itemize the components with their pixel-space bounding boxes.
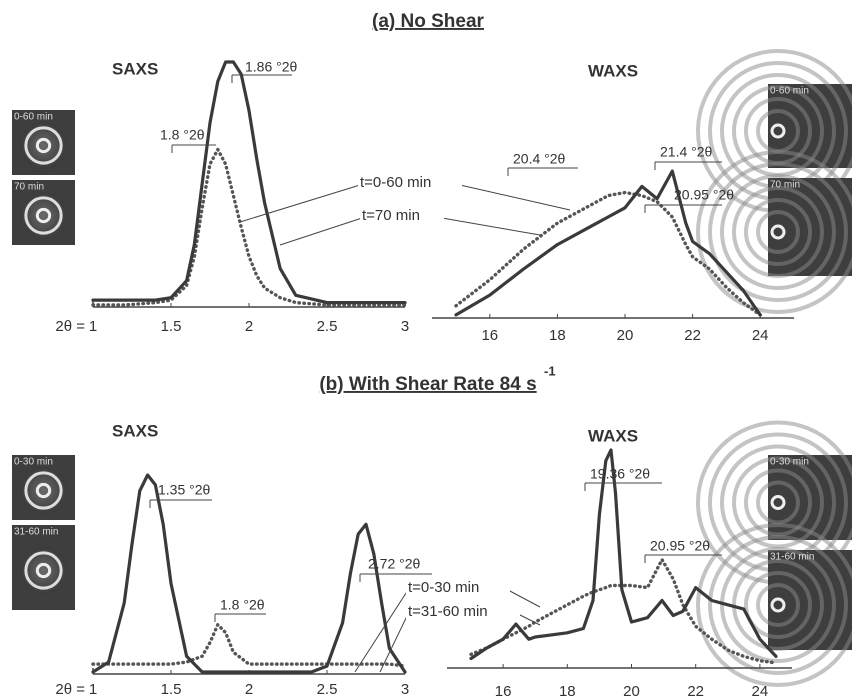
image-label: 31-60 min <box>14 527 58 538</box>
annotation: 2.72 °2θ <box>368 556 421 572</box>
panel-title: SAXS <box>112 59 158 78</box>
data-line <box>93 625 405 666</box>
x-tick-label: 1.5 <box>161 681 182 698</box>
annotation: 1.86 °2θ <box>245 59 298 75</box>
image-label: 70 min <box>14 182 44 193</box>
annotation: 20.4 °2θ <box>513 151 566 167</box>
page: {"sections": [{"title": "(a) No Shear"},… <box>0 0 856 700</box>
data-line <box>93 150 405 306</box>
x-tick-label: 18 <box>559 683 576 700</box>
data-line <box>93 475 405 672</box>
x-axis-label: 2θ = <box>55 318 85 335</box>
x-tick-label: 2 <box>245 318 253 335</box>
x-tick-label: 1 <box>89 318 97 335</box>
clip <box>852 455 856 540</box>
annotation: 20.95 °2θ <box>650 538 710 554</box>
image-label: 0-60 min <box>14 112 53 123</box>
annotation: 1.8 °2θ <box>160 127 205 143</box>
x-tick-label: 2.5 <box>317 681 338 698</box>
x-tick-label: 20 <box>623 683 640 700</box>
leader-line <box>460 185 570 210</box>
x-tick-label: 2 <box>245 681 253 698</box>
annotation: 21.4 °2θ <box>660 144 713 160</box>
x-tick-label: 1 <box>89 681 97 698</box>
leader-line <box>280 218 362 245</box>
image-label: 0-30 min <box>770 457 809 468</box>
leader-line <box>240 185 360 222</box>
legend-label: t=0-60 min <box>360 174 431 191</box>
leader-line <box>442 218 540 235</box>
x-tick-label: 18 <box>549 327 566 344</box>
x-axis-label: 2θ = <box>55 681 85 698</box>
image-label: 31-60 min <box>770 552 814 563</box>
x-tick-label: 22 <box>684 327 701 344</box>
clip <box>852 178 856 276</box>
annotation: 1.8 °2θ <box>220 597 265 613</box>
x-tick-label: 16 <box>495 683 512 700</box>
section-title: (b) With Shear Rate 84 s <box>319 374 536 395</box>
annotation: 19.36 °2θ <box>590 466 650 482</box>
x-tick-label: 1.5 <box>161 318 182 335</box>
figure: (a) No Shear (b) With Shear Rate 84 s -1… <box>0 0 856 700</box>
legend-label: t=0-30 min <box>408 579 479 596</box>
annotation: 1.35 °2θ <box>158 482 211 498</box>
x-tick-label: 24 <box>752 327 769 344</box>
x-tick-label: 24 <box>752 683 769 700</box>
image-label: 70 min <box>770 180 800 191</box>
image-label: 0-60 min <box>770 86 809 97</box>
clip <box>852 84 856 168</box>
image-label: 0-30 min <box>14 457 53 468</box>
legend-label: t=70 min <box>362 207 420 224</box>
x-tick-label: 20 <box>617 327 634 344</box>
x-tick-label: 3 <box>401 318 409 335</box>
x-tick-label: 16 <box>481 327 498 344</box>
x-tick-label: 3 <box>401 681 409 698</box>
legend-label: t=31-60 min <box>408 603 488 620</box>
panel-title: SAXS <box>112 421 158 440</box>
annotation: 20.95 °2θ <box>674 187 734 203</box>
x-tick-label: 2.5 <box>317 318 338 335</box>
panel-title: WAXS <box>588 426 638 445</box>
x-tick-label: 22 <box>687 683 704 700</box>
clip <box>852 550 856 650</box>
panel-title: WAXS <box>588 61 638 80</box>
section-superscript: -1 <box>544 363 556 378</box>
section-title: (a) No Shear <box>372 11 485 32</box>
